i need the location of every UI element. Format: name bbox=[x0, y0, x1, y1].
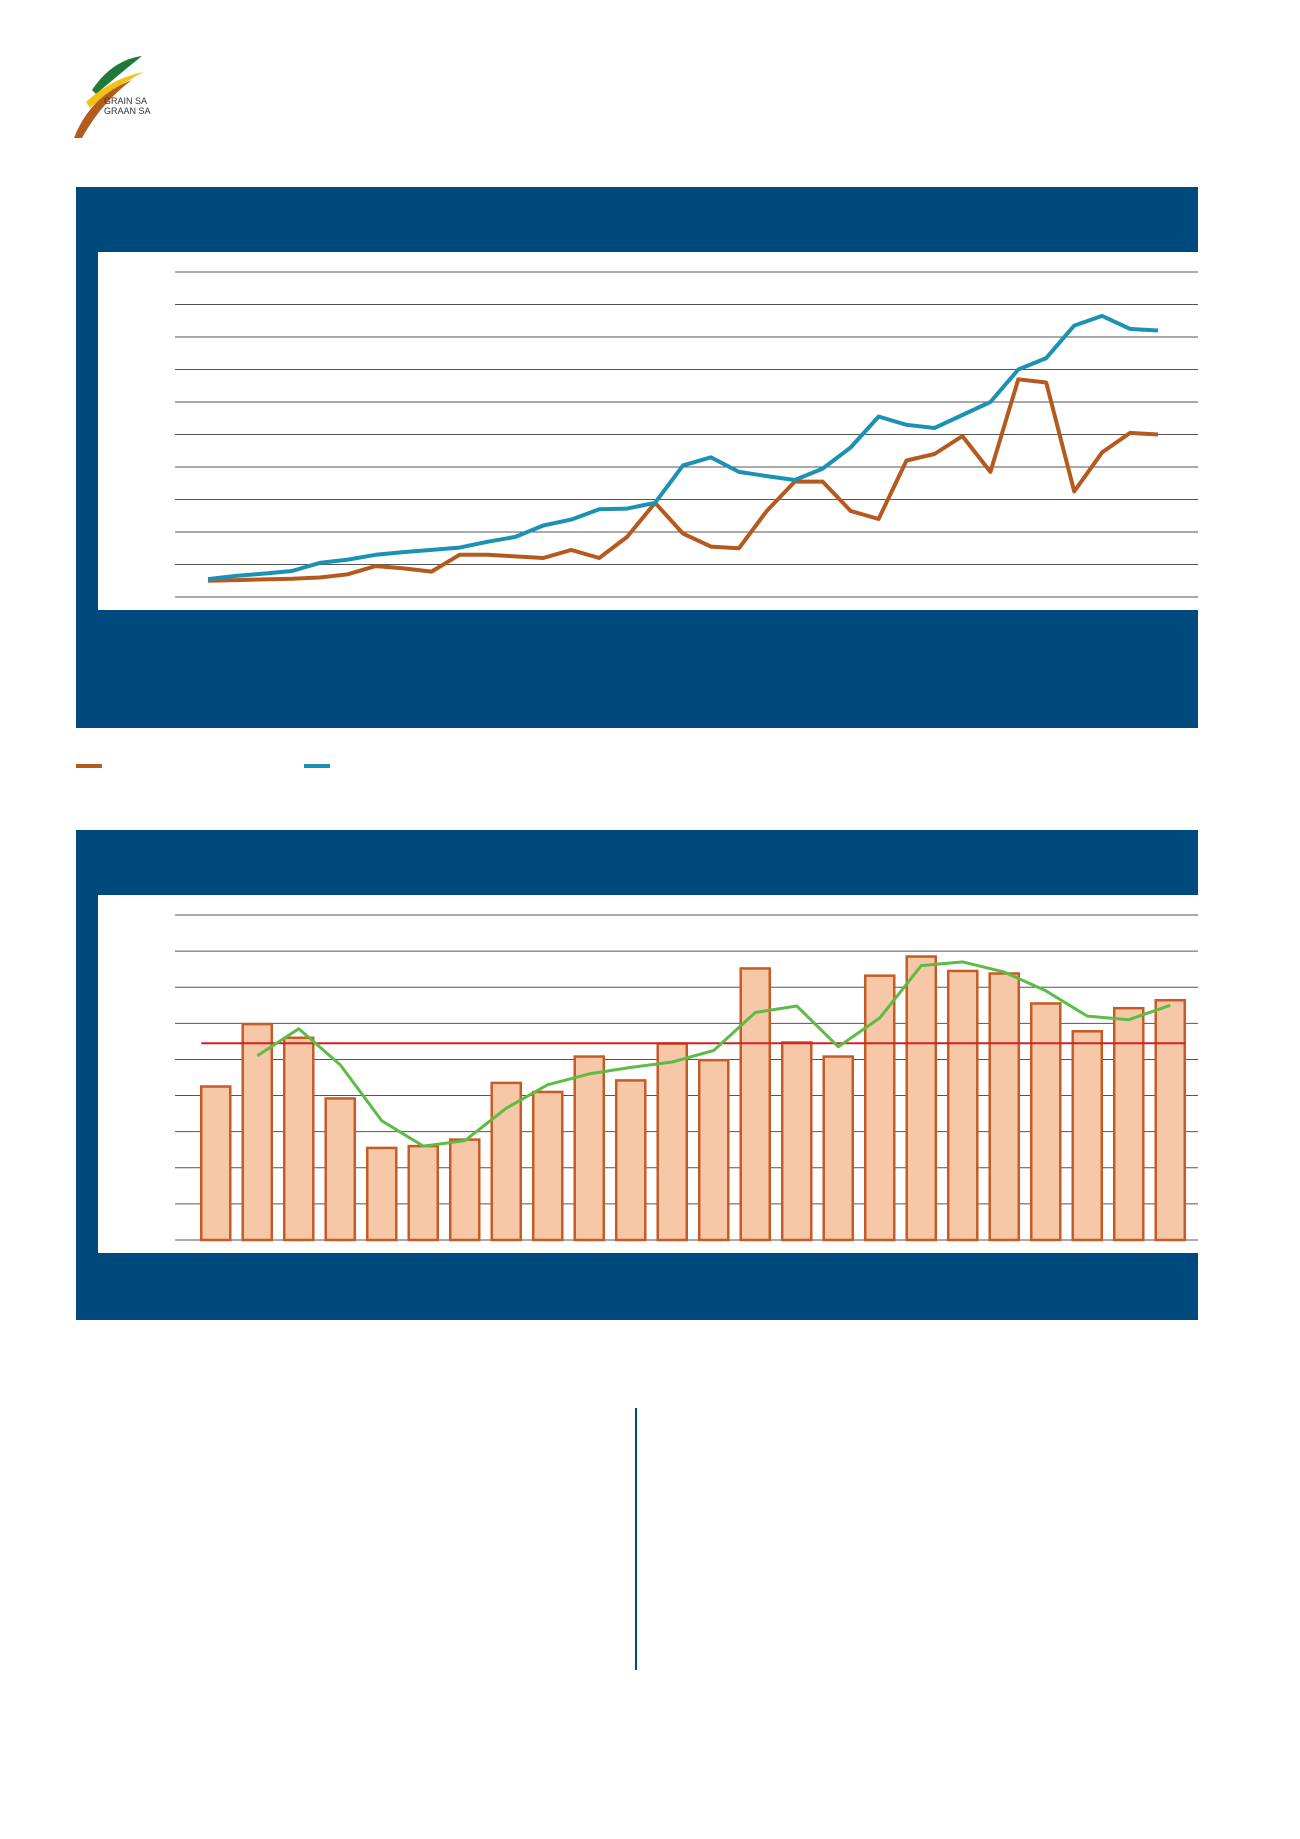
column-divider bbox=[635, 1408, 637, 1670]
grain-sa-logo-mark bbox=[74, 56, 144, 138]
bar bbox=[863, 974, 896, 1242]
bar bbox=[199, 1085, 232, 1242]
bar bbox=[1071, 1030, 1104, 1242]
series-line-1 bbox=[207, 377, 1159, 583]
logo-line-2: GRAAN SA bbox=[104, 106, 151, 116]
bar bbox=[780, 1041, 813, 1242]
line-chart bbox=[175, 271, 1198, 598]
bar bbox=[531, 1090, 564, 1242]
bar bbox=[1029, 1002, 1062, 1242]
bar-chart-plot-area bbox=[98, 895, 1198, 1253]
bar-chart bbox=[175, 914, 1198, 1242]
bar bbox=[490, 1081, 523, 1242]
bar bbox=[905, 955, 938, 1242]
bar bbox=[697, 1058, 730, 1242]
logo-brown-swoosh bbox=[74, 80, 132, 138]
logo-line-1: GRAIN SA bbox=[104, 96, 148, 106]
line-chart-plot-area bbox=[98, 252, 1198, 610]
logo-green-swoosh bbox=[92, 56, 142, 94]
bar bbox=[241, 1022, 274, 1242]
bar bbox=[448, 1138, 481, 1242]
bar bbox=[946, 969, 979, 1242]
bar bbox=[822, 1055, 855, 1242]
bar bbox=[365, 1146, 398, 1242]
legend-swatch-series-1 bbox=[76, 764, 102, 768]
line-chart-panel bbox=[76, 187, 1198, 728]
legend-swatch-series-2 bbox=[304, 764, 330, 768]
bar bbox=[1112, 1006, 1145, 1242]
bar bbox=[988, 972, 1021, 1242]
bar bbox=[324, 1097, 357, 1242]
bar-chart-panel bbox=[76, 830, 1198, 1320]
bar bbox=[656, 1042, 689, 1242]
bar bbox=[282, 1036, 315, 1242]
series-line-2 bbox=[207, 313, 1159, 582]
bar bbox=[1154, 998, 1187, 1242]
bar bbox=[573, 1055, 606, 1242]
grain-sa-logo: GRAIN SA GRAAN SA bbox=[72, 50, 162, 140]
trend-line bbox=[256, 960, 1171, 1148]
bar bbox=[407, 1144, 440, 1242]
bar bbox=[739, 967, 772, 1242]
bar bbox=[614, 1079, 647, 1242]
logo-text: GRAIN SA GRAAN SA bbox=[104, 96, 151, 116]
